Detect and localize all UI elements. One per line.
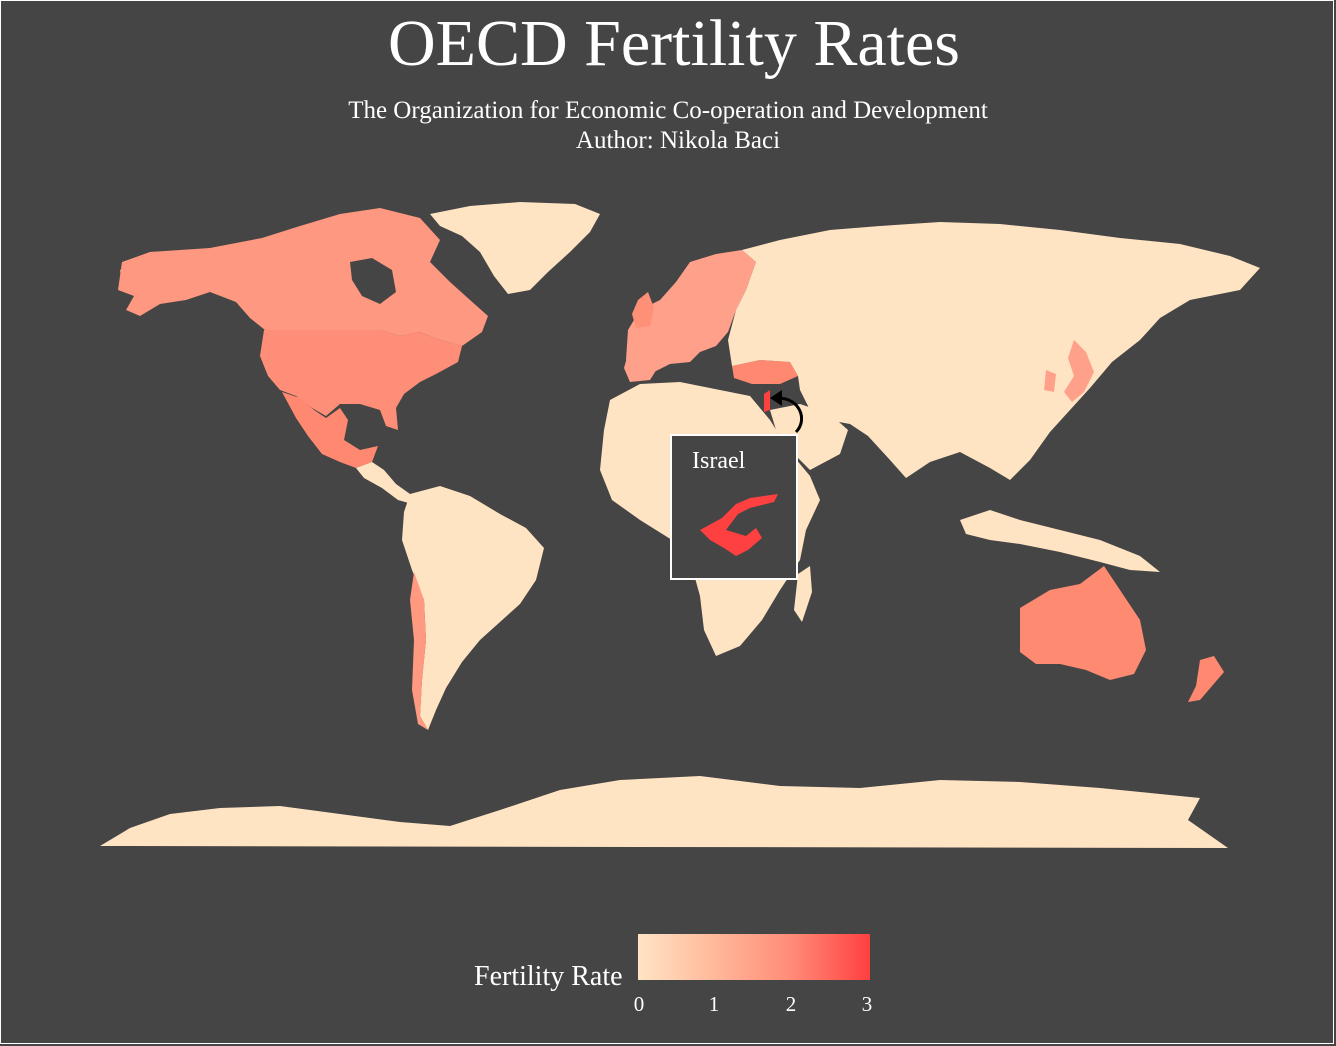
legend-tick-2: 2	[785, 992, 797, 1016]
hudson-bay	[350, 258, 396, 304]
legend-title: Fertility Rate	[474, 961, 623, 992]
inset-israel-shape	[700, 494, 778, 556]
inset-label: Israel	[692, 448, 746, 474]
arabia	[770, 404, 848, 470]
europe	[626, 250, 756, 378]
usa	[260, 330, 462, 430]
korea	[1044, 370, 1056, 392]
greenland	[430, 202, 600, 294]
legend-color-bar	[638, 934, 870, 980]
turkey	[732, 360, 798, 384]
iberia	[624, 352, 660, 382]
australia	[1020, 566, 1146, 680]
central-america	[356, 462, 412, 504]
arrowhead-icon	[770, 390, 782, 406]
chart-title: OECD Fertility Rates	[388, 7, 960, 80]
south-america	[402, 486, 544, 730]
japan	[1064, 340, 1094, 402]
antarctica	[100, 776, 1228, 848]
new-zealand	[1188, 656, 1224, 702]
legend-tick-0: 0	[633, 992, 645, 1016]
legend-tick-3: 3	[861, 992, 873, 1016]
madagascar	[794, 566, 812, 622]
asia	[728, 222, 1260, 480]
curved-arrow-icon	[777, 396, 803, 434]
chile	[410, 572, 428, 730]
uk	[632, 292, 654, 328]
legend-tick-1: 1	[708, 992, 720, 1016]
mexico	[282, 392, 378, 468]
canada	[120, 208, 488, 346]
alaska	[118, 250, 210, 316]
israel-marker	[764, 390, 770, 412]
chart-author: Author: Nikola Baci	[575, 127, 781, 154]
indonesia	[960, 510, 1160, 572]
chart-subtitle: The Organization for Economic Co-operati…	[348, 97, 988, 124]
